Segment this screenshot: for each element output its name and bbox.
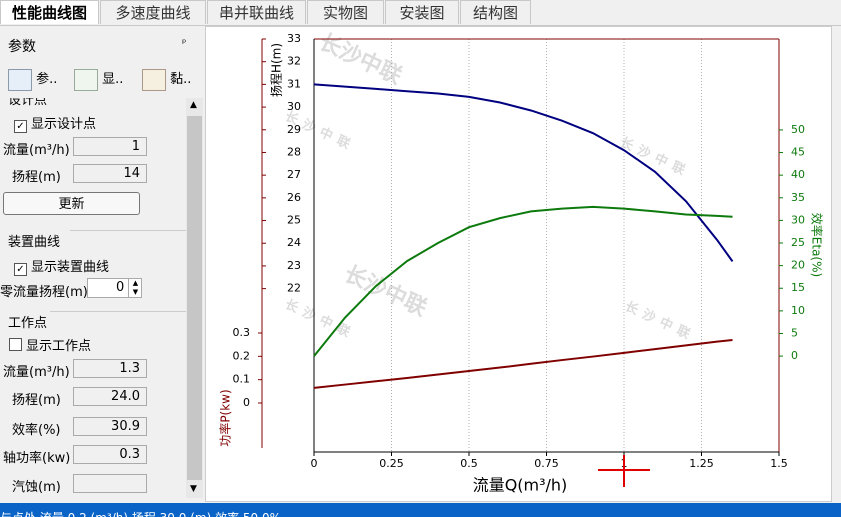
- checkbox-label: 显示装置曲线: [31, 260, 110, 275]
- field-label: 零流量扬程(m): [0, 285, 88, 300]
- tab[interactable]: 多速度曲线: [100, 0, 206, 24]
- y3-tick-label: 0: [243, 396, 250, 409]
- y2-tick-label: 15: [791, 281, 805, 294]
- x-tick-label: 1.25: [689, 457, 714, 470]
- y-tick-label: 27: [287, 168, 301, 181]
- text-input[interactable]: 1.3: [73, 359, 147, 378]
- field-label: 流量(m³/h): [3, 365, 70, 380]
- watermark: 长沙中联: [282, 296, 358, 343]
- text-input[interactable]: [73, 474, 147, 493]
- y-tick-label: 32: [287, 55, 301, 68]
- group-label: 设计点: [8, 98, 48, 108]
- text-input[interactable]: 14: [73, 164, 147, 183]
- text-input[interactable]: 30.9: [73, 417, 147, 436]
- y-axis-label: 扬程H(m): [269, 43, 284, 97]
- y2-tick-label: 30: [791, 213, 805, 226]
- y-tick-label: 29: [287, 123, 301, 136]
- tab[interactable]: 安装图: [385, 0, 459, 24]
- checkbox-label: 显示工作点: [26, 339, 92, 354]
- group-label: 工作点: [8, 316, 48, 331]
- y-tick-label: 25: [287, 214, 301, 227]
- checkbox[interactable]: 显示工作点: [9, 335, 91, 354]
- toolbar-button[interactable]: 参..: [8, 68, 57, 91]
- status-text: 与点处 流量 0.2 (m³/h) 扬程 30.0 (m) 效率 50.0%: [0, 509, 281, 517]
- y-tick-label: 28: [287, 145, 301, 158]
- y2-tick-label: 40: [791, 168, 805, 181]
- y2-tick-label: 0: [791, 349, 798, 362]
- pin-icon[interactable]: ᵖ: [182, 38, 187, 49]
- button-label: 显..: [102, 72, 124, 87]
- y2-tick-label: 20: [791, 259, 805, 272]
- y-tick-label: 31: [287, 77, 301, 90]
- tab[interactable]: 性能曲线图: [0, 0, 99, 24]
- status-bar: 与点处 流量 0.2 (m³/h) 扬程 30.0 (m) 效率 50.0%: [0, 503, 841, 517]
- chart-panel: [205, 26, 832, 502]
- separator: [70, 230, 186, 231]
- field-label: 扬程(m): [12, 170, 61, 185]
- divider: [0, 25, 841, 26]
- x-tick-label: 0.75: [534, 457, 559, 470]
- y2-tick-label: 25: [791, 236, 805, 249]
- text-input[interactable]: 24.0: [73, 387, 147, 406]
- panel-title: 参数: [8, 39, 36, 55]
- field-label: 轴功率(kw): [3, 451, 71, 466]
- text-input[interactable]: 0.3: [73, 445, 147, 464]
- y2-tick-label: 10: [791, 304, 805, 317]
- y2-tick-label: 5: [791, 326, 798, 339]
- y-tick-label: 23: [287, 259, 301, 272]
- series-line: [313, 205, 733, 357]
- text-input[interactable]: 1: [73, 137, 147, 156]
- checkbox[interactable]: ✓ 显示设计点: [14, 113, 96, 133]
- scrollbar[interactable]: ▲ ▼: [186, 98, 203, 498]
- y3-tick-label: 0.1: [233, 373, 251, 386]
- x-axis-label: 流量Q(m³/h): [473, 476, 568, 495]
- scroll-area: 设计点 ✓ 显示设计点 流量(m³/h) 1 扬程(m) 14 更新 装置曲线 ✓…: [0, 98, 186, 496]
- x-tick-label: 0: [311, 457, 318, 470]
- y3-tick-label: 0.2: [233, 349, 251, 362]
- y-tick-label: 24: [287, 236, 301, 249]
- y2-tick-label: 50: [791, 123, 805, 136]
- y2-axis-label: 效率Eta(%): [810, 213, 825, 277]
- param-panel: 参数 ᵖ 参.. 显.. 黏.. 设计点 ✓ 显示设计点 流量(m³/h) 1 扬…: [0, 26, 205, 503]
- checkbox[interactable]: ✓ 显示装置曲线: [14, 256, 109, 276]
- update-button[interactable]: 更新: [3, 192, 140, 215]
- toolbar-button[interactable]: 显..: [74, 68, 123, 91]
- y-tick-label: 30: [287, 100, 301, 113]
- button-label: 黏..: [170, 72, 192, 87]
- toolbar-button[interactable]: 黏..: [142, 68, 191, 91]
- tab[interactable]: 结构图: [460, 0, 531, 24]
- x-tick-label: 1.5: [770, 457, 788, 470]
- field-label: 汽蚀(m): [12, 480, 61, 495]
- y3-axis-label: 功率P(kw): [218, 389, 233, 446]
- checkbox-label: 显示设计点: [31, 117, 97, 132]
- scroll-thumb[interactable]: [187, 116, 202, 480]
- series-line: [313, 339, 733, 389]
- tab[interactable]: 实物图: [307, 0, 384, 24]
- y2-tick-label: 35: [791, 191, 805, 204]
- series-line: [313, 83, 734, 262]
- y-tick-label: 22: [287, 282, 301, 295]
- x-tick-label: 0.5: [460, 457, 478, 470]
- x-tick-label: 0.25: [379, 457, 404, 470]
- y-tick-label: 33: [287, 32, 301, 45]
- watermark: 长沙中联: [622, 298, 698, 345]
- watermark: 长沙中联: [340, 262, 430, 322]
- field-label: 流量(m³/h): [3, 143, 70, 158]
- y2-tick-label: 45: [791, 146, 805, 159]
- field-label: 扬程(m): [12, 393, 61, 408]
- separator: [50, 311, 186, 312]
- watermark: 长沙中联: [617, 134, 693, 181]
- tab[interactable]: 串并联曲线: [207, 0, 306, 24]
- button-label: 参..: [36, 72, 58, 87]
- y-tick-label: 26: [287, 191, 301, 204]
- y3-tick-label: 0.3: [233, 326, 251, 339]
- field-label: 效率(%): [12, 423, 61, 438]
- spinner[interactable]: 0 ▲ ▼: [87, 278, 142, 298]
- group-label: 装置曲线: [8, 235, 61, 250]
- spinner-value: 0: [116, 280, 125, 295]
